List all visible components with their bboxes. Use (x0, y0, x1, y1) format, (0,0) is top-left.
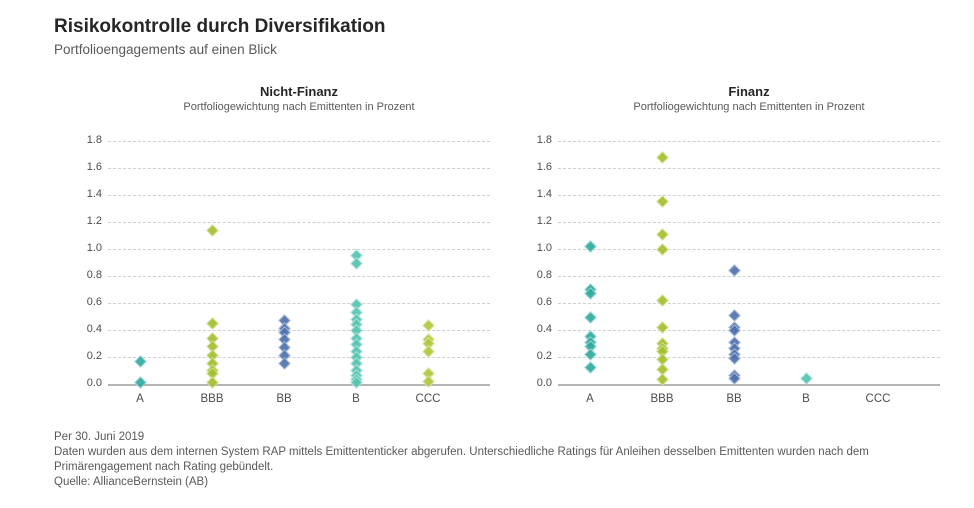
y-tick-label: 0.8 (86, 269, 102, 281)
gridline (558, 303, 940, 304)
footnotes: Per 30. Juni 2019 Daten wurden aus dem i… (54, 430, 964, 490)
data-point (583, 239, 597, 253)
gridline (108, 195, 490, 196)
data-point (205, 376, 219, 390)
x-tick-label: A (136, 393, 144, 405)
y-tick-label: 0.6 (536, 296, 552, 308)
data-point (205, 316, 219, 330)
gridline (108, 222, 490, 223)
y-tick-label: 0.4 (86, 323, 102, 335)
report-header: Risikokontrolle durch Diversifikation Po… (54, 16, 386, 57)
scatter-plot-finanz: 0.0 0.2 0.4 0.6 0.8 1.0 1.2 1.4 1.6 1.8 A BBB BB B CCC (537, 134, 940, 405)
data-point (583, 347, 597, 361)
data-point (655, 150, 669, 164)
x-axis-line (108, 384, 490, 386)
gridline (558, 195, 940, 196)
x-tick-label: CCC (415, 393, 441, 405)
gridline (558, 222, 940, 223)
charts-row: Nicht-Finanz Portfoliogewichtung nach Em… (60, 84, 940, 405)
data-point (133, 376, 147, 390)
data-point (583, 311, 597, 325)
data-point (205, 223, 219, 237)
footnote-source: Quelle: AllianceBernstein (AB) (54, 476, 209, 488)
y-tick-label: 1.6 (536, 161, 552, 173)
y-tick-label: 0.4 (536, 323, 552, 335)
gridline (558, 249, 940, 250)
x-axis-line (558, 384, 940, 386)
y-tick-label: 1.4 (86, 188, 102, 200)
gridline (108, 330, 490, 331)
footnote-line: Primärengagement nach Rating gebündelt. (54, 461, 274, 473)
gridline (558, 357, 940, 358)
y-tick-label: 0.6 (86, 296, 102, 308)
gridline (558, 141, 940, 142)
gridline (108, 249, 490, 250)
data-point (277, 357, 291, 371)
footnote-date: Per 30. Juni 2019 (54, 431, 145, 443)
x-tick-label: B (352, 393, 360, 405)
chart-panel-finanz: Finanz Portfoliogewichtung nach Emittent… (510, 84, 940, 405)
data-point (655, 320, 669, 334)
y-tick-label: 1.0 (536, 242, 552, 254)
page-title: Risikokontrolle durch Diversifikation (54, 16, 386, 37)
chart-title: Finanz (728, 84, 770, 99)
y-tick-label: 0.2 (536, 350, 552, 362)
gridline (558, 276, 940, 277)
y-tick-label: 0.0 (536, 377, 552, 389)
gridline (108, 357, 490, 358)
data-point (655, 293, 669, 307)
data-point (349, 257, 363, 271)
page-subtitle: Portfolioengagements auf einen Blick (54, 42, 277, 57)
x-tick-label: B (802, 393, 810, 405)
scatter-plot-nicht-finanz: 0.0 0.2 0.4 0.6 0.8 1.0 1.2 1.4 1.6 1.8 A BBB BB B CCC (87, 134, 490, 405)
x-tick-label: BB (726, 393, 742, 405)
x-tick-label: BB (276, 393, 292, 405)
y-tick-label: 1.2 (86, 215, 102, 227)
gridline (108, 168, 490, 169)
chart-title: Nicht-Finanz (260, 84, 338, 99)
y-tick-label: 1.6 (86, 161, 102, 173)
y-tick-label: 1.4 (536, 188, 552, 200)
data-point (727, 308, 741, 322)
gridline (108, 276, 490, 277)
y-tick-label: 0.8 (536, 269, 552, 281)
x-tick-label: BBB (650, 393, 674, 405)
gridline (558, 330, 940, 331)
footnote-line: Daten wurden aus dem internen System RAP… (54, 446, 869, 458)
chart-subtitle: Portfoliogewichtung nach Emittenten in P… (183, 101, 415, 113)
gridline (558, 168, 940, 169)
data-point (655, 242, 669, 256)
y-tick-label: 1.2 (536, 215, 552, 227)
x-tick-label: BBB (200, 393, 224, 405)
chart-panel-nicht-finanz: Nicht-Finanz Portfoliogewichtung nach Em… (60, 84, 490, 405)
gridline (108, 303, 490, 304)
y-tick-label: 1.8 (536, 134, 552, 146)
y-tick-label: 0.0 (86, 377, 102, 389)
x-tick-label: A (586, 393, 594, 405)
data-point (655, 195, 669, 209)
x-tick-label: CCC (865, 393, 891, 405)
y-tick-label: 0.2 (86, 350, 102, 362)
data-point (583, 361, 597, 375)
y-tick-label: 1.8 (86, 134, 102, 146)
chart-subtitle: Portfoliogewichtung nach Emittenten in P… (633, 101, 865, 113)
y-tick-label: 1.0 (86, 242, 102, 254)
gridline (108, 141, 490, 142)
data-point (655, 227, 669, 241)
